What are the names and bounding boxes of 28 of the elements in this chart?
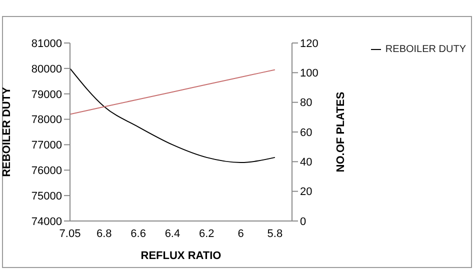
y2-tick-label: 20 — [300, 186, 312, 198]
y-tick-label: 78000 — [31, 114, 62, 126]
x-tick-label: 6.6 — [130, 228, 146, 240]
y-axis-title: REBOILER DUTY — [0, 86, 13, 177]
y-tick-label: 74000 — [31, 216, 62, 228]
y2-tick-label: 120 — [300, 38, 318, 50]
x-tick-label: 5.8 — [267, 228, 283, 240]
y-tick-label: 77000 — [31, 140, 62, 152]
y-tick-label: 75000 — [31, 190, 62, 202]
y2-axis-title: NO.OF PLATES — [334, 92, 347, 172]
y2-tick-label: 100 — [300, 68, 318, 80]
x-tick-label: 6.4 — [164, 228, 180, 240]
y2-tick-label: 80 — [300, 97, 312, 110]
x-axis-title: REFLUX RATIO — [140, 250, 222, 262]
legend-label: REBOILER DUTY — [385, 44, 466, 55]
y-tick-label: 80000 — [31, 63, 62, 76]
y-tick-label: 81000 — [31, 38, 62, 50]
x-tick-label: 6.8 — [96, 228, 112, 240]
y2-tick-label: 60 — [300, 126, 312, 139]
y2-tick-label: 40 — [300, 156, 312, 169]
x-tick-label: 6.2 — [198, 228, 214, 240]
y2-tick-label: 0 — [300, 216, 306, 228]
y-tick-label: 76000 — [31, 165, 62, 178]
x-tick-label: 6 — [238, 228, 244, 240]
y-tick-label: 79000 — [31, 88, 62, 101]
line-series — [70, 69, 276, 115]
line-series — [70, 68, 276, 164]
x-tick-label: 7.05 — [59, 228, 81, 240]
